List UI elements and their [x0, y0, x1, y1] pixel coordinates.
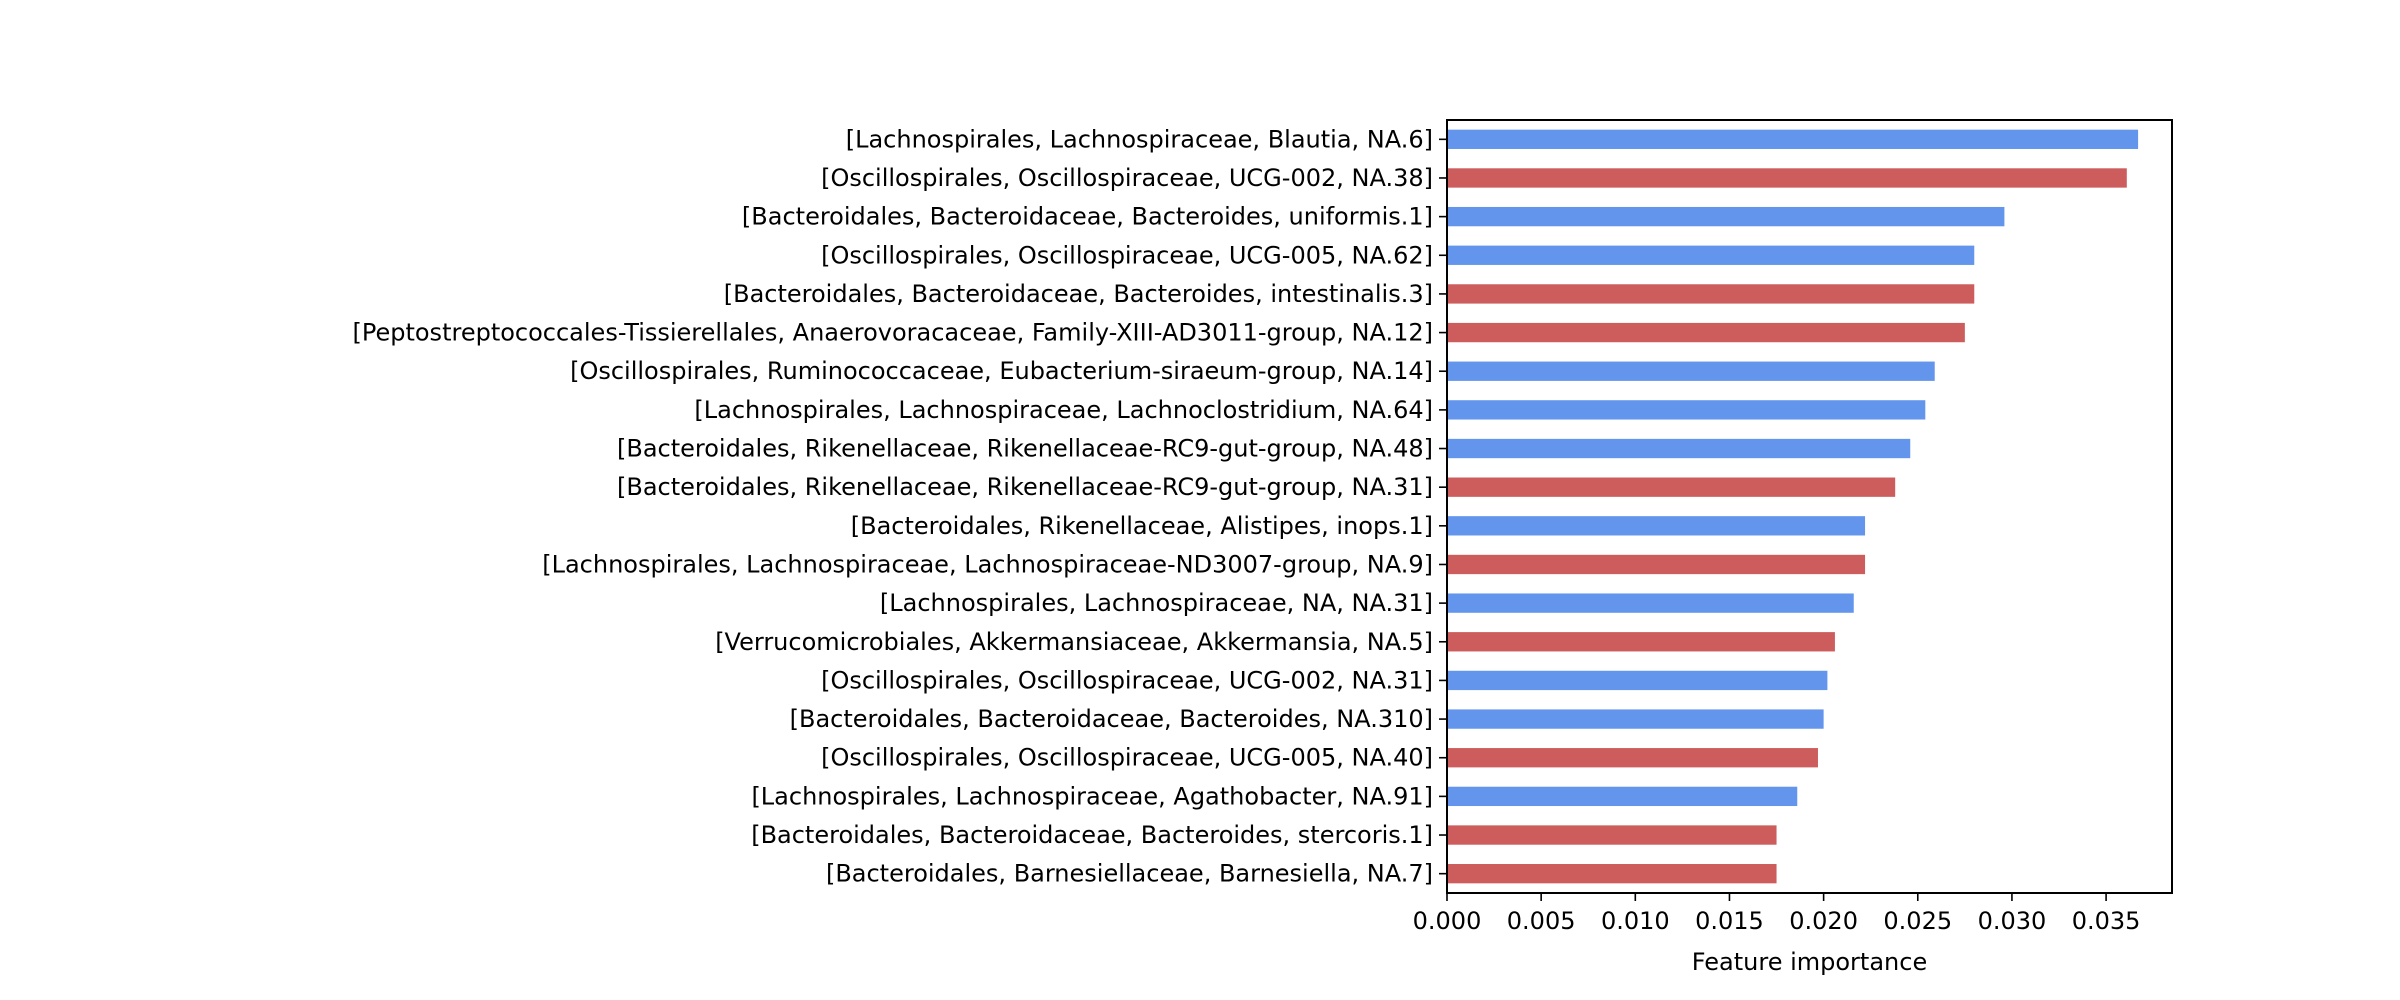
bar: [1447, 825, 1777, 845]
category-label: [Bacteroidales, Rikenellaceae, Rikenella…: [617, 435, 1433, 463]
bar: [1447, 593, 1854, 613]
category-labels: [Lachnospirales, Lachnospiraceae, Blauti…: [352, 125, 1447, 888]
category-label: [Verrucomicrobiales, Akkermansiaceae, Ak…: [715, 628, 1433, 656]
category-label: [Bacteroidales, Rikenellaceae, Alistipes…: [851, 512, 1433, 540]
bar: [1447, 748, 1818, 768]
bar: [1447, 206, 2005, 227]
x-tick-label: 0.020: [1789, 907, 1858, 935]
bar: [1447, 786, 1798, 807]
bar: [1447, 168, 2127, 188]
x-axis-ticks: 0.000 0.005 0.010 0.015 0.020 0.025 0.030 0.035: [1413, 893, 2141, 935]
x-axis-label: Feature importance: [1692, 948, 1927, 976]
plot-frame: [1446, 119, 2173, 894]
category-label: [Lachnospirales, Lachnospiraceae, Lachno…: [694, 396, 1433, 424]
category-label: [Oscillospirales, Oscillospiraceae, UCG-…: [821, 666, 1433, 694]
bar: [1447, 670, 1828, 691]
category-label: [Bacteroidales, Bacteroidaceae, Bacteroi…: [724, 280, 1433, 308]
x-tick-label: 0.035: [2072, 907, 2141, 935]
category-label: [Bacteroidales, Bacteroidaceae, Bacteroi…: [751, 821, 1433, 849]
category-label: [Bacteroidales, Bacteroidaceae, Bacteroi…: [742, 203, 1433, 231]
bar: [1447, 361, 1935, 381]
bar: [1447, 245, 1975, 265]
category-label: [Lachnospirales, Lachnospiraceae, Lachno…: [542, 550, 1433, 578]
bar: [1447, 632, 1835, 652]
bar: [1447, 477, 1896, 497]
x-tick-label: 0.015: [1695, 907, 1764, 935]
category-label: [Peptostreptococcales-Tissierellales, An…: [352, 319, 1433, 347]
bar: [1447, 400, 1926, 420]
bar: [1447, 516, 1866, 536]
bar: [1447, 554, 1866, 575]
x-tick-label: 0.010: [1601, 907, 1670, 935]
category-label: [Lachnospirales, Lachnospiraceae, Agatho…: [751, 782, 1433, 810]
category-label: [Oscillospirales, Oscillospiraceae, UCG-…: [821, 164, 1433, 192]
bar: [1447, 864, 1777, 884]
category-label: [Bacteroidales, Barnesiellaceae, Barnesi…: [826, 860, 1433, 888]
category-label: [Oscillospirales, Oscillospiraceae, UCG-…: [821, 744, 1433, 772]
category-label: [Lachnospirales, Lachnospiraceae, NA, NA…: [880, 589, 1433, 617]
bar: [1447, 129, 2139, 149]
category-label: [Bacteroidales, Bacteroidaceae, Bacteroi…: [790, 705, 1433, 733]
bar: [1447, 709, 1824, 729]
bar: [1447, 322, 1965, 343]
x-tick-label: 0.025: [1883, 907, 1952, 935]
x-tick-label: 0.030: [1978, 907, 2047, 935]
category-label: [Oscillospirales, Oscillospiraceae, UCG-…: [821, 241, 1433, 269]
category-label: [Bacteroidales, Rikenellaceae, Rikenella…: [617, 473, 1433, 501]
category-label: [Oscillospirales, Ruminococcaceae, Eubac…: [570, 357, 1433, 385]
bar: [1447, 284, 1975, 304]
category-label: [Lachnospirales, Lachnospiraceae, Blauti…: [846, 125, 1433, 153]
bars-layer: [1447, 129, 2139, 884]
x-tick-label: 0.005: [1507, 907, 1576, 935]
bar: [1447, 438, 1911, 459]
x-tick-label: 0.000: [1413, 907, 1482, 935]
